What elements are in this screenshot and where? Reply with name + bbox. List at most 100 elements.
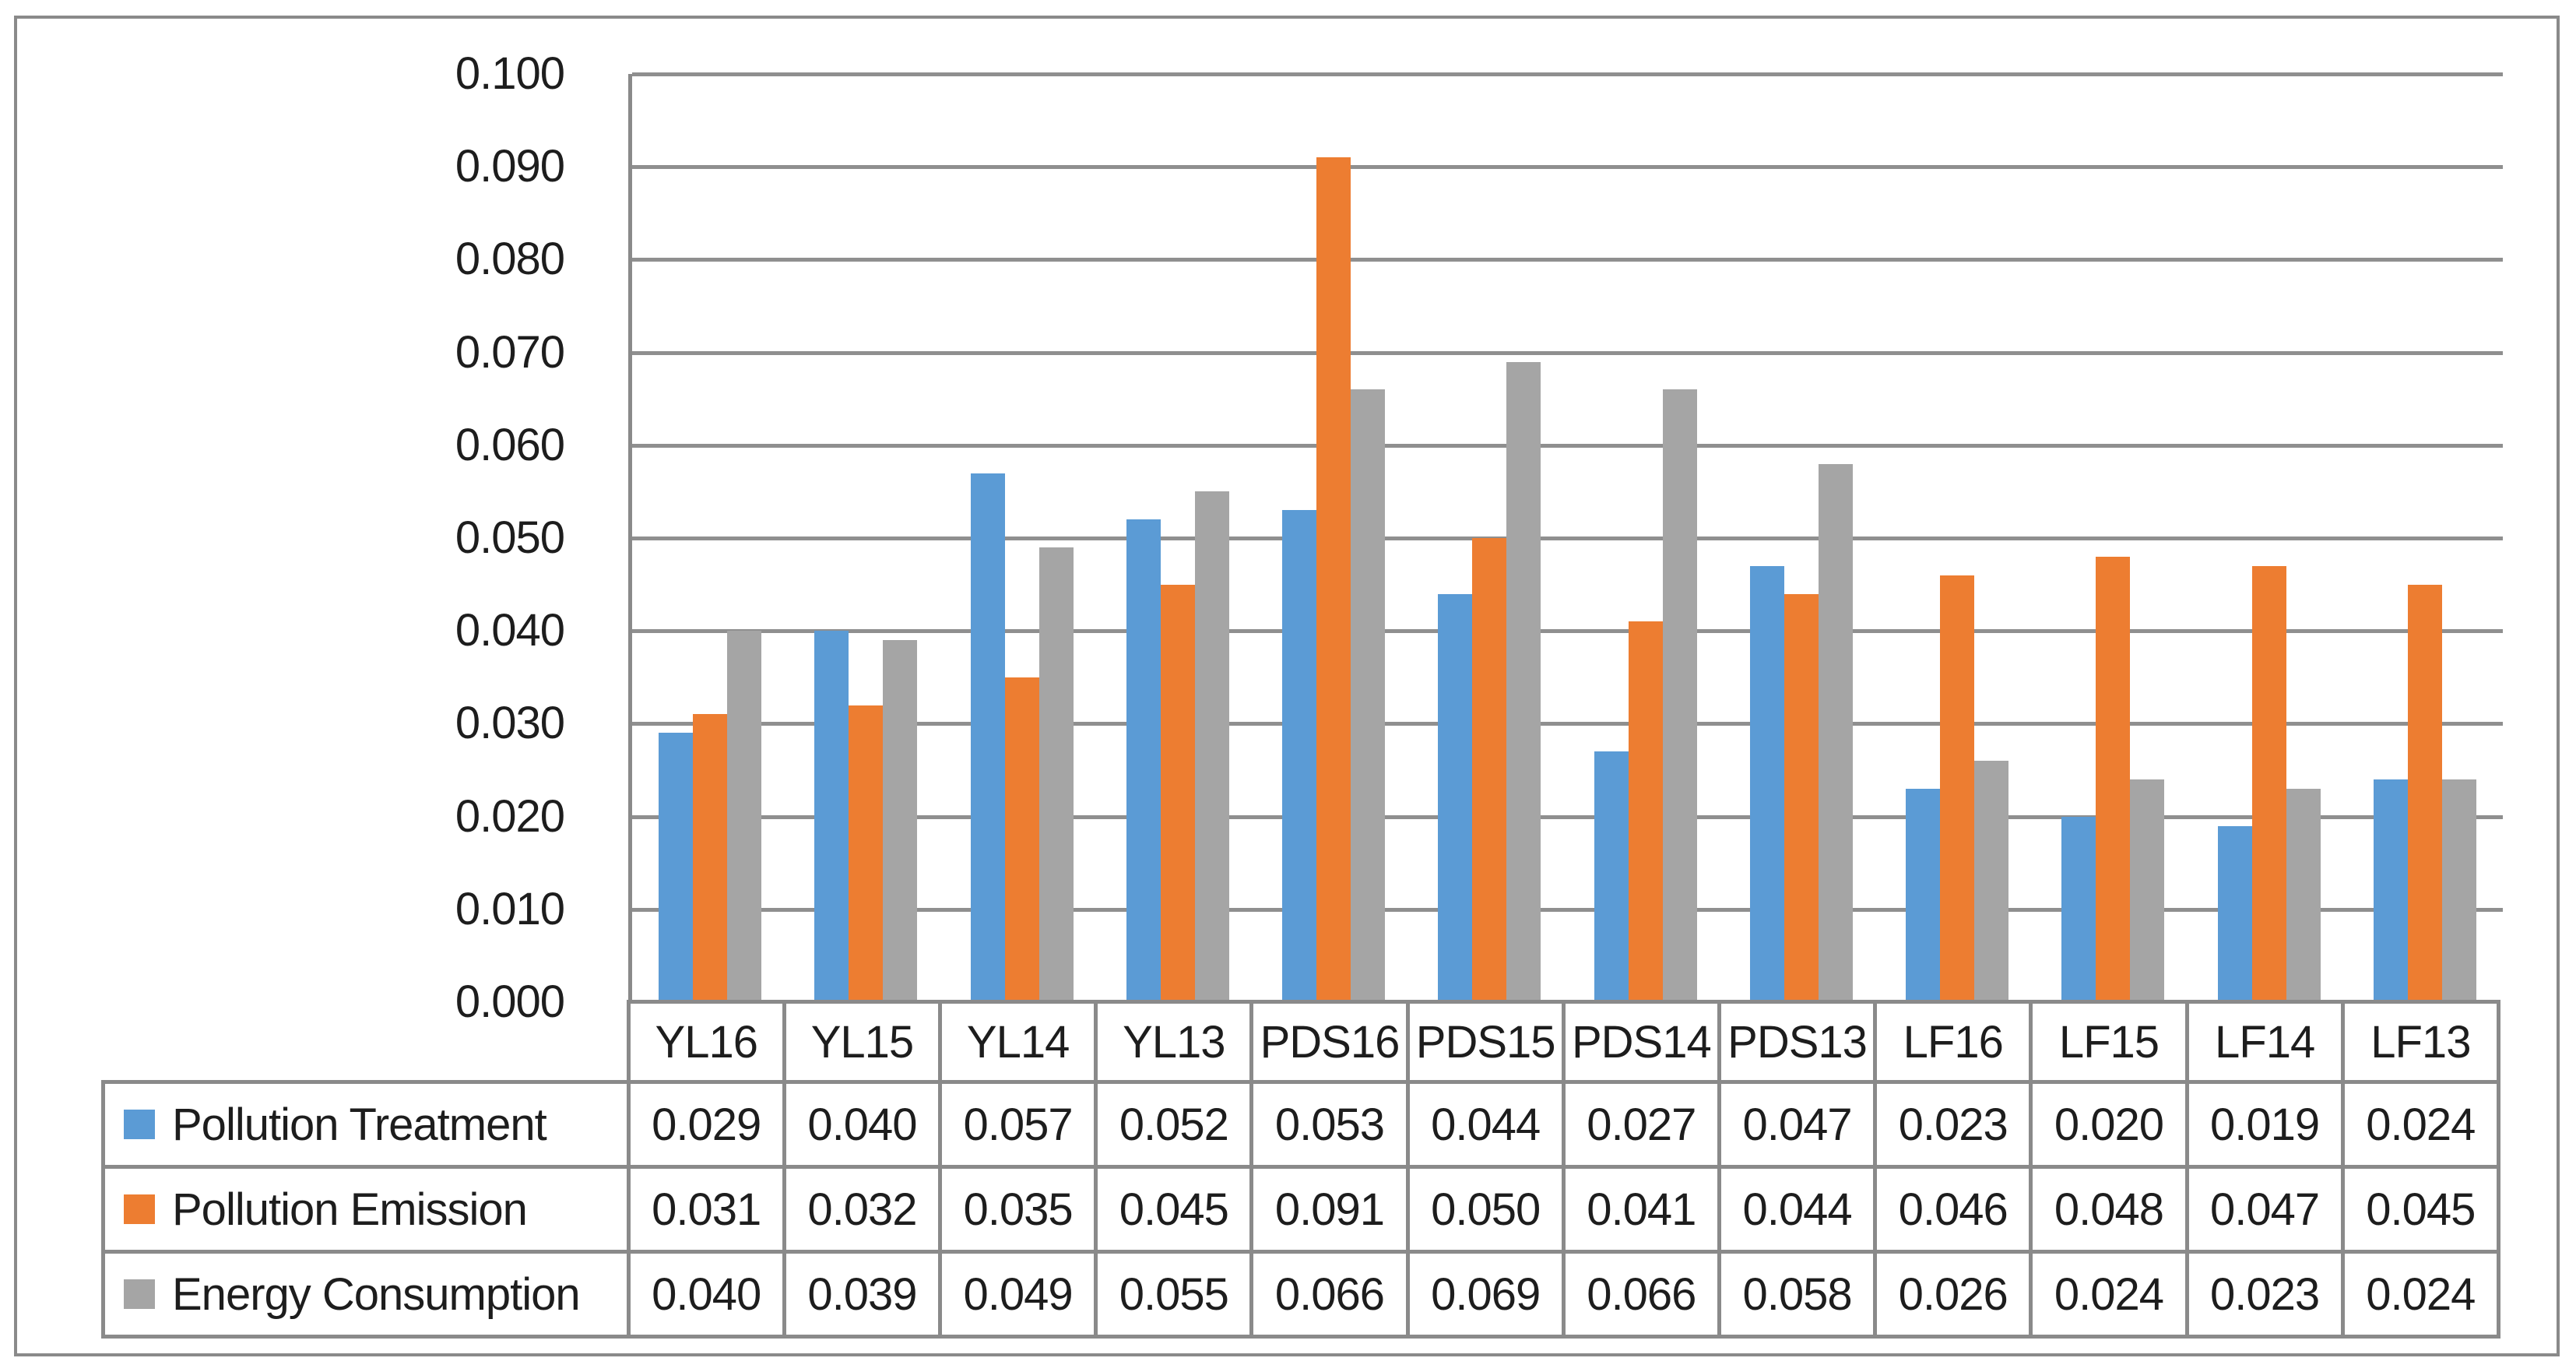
bar-group bbox=[1568, 74, 1724, 1002]
gridline bbox=[632, 629, 2503, 634]
legend-cell: Energy Consumption bbox=[101, 1250, 631, 1339]
value-cell: 0.024 bbox=[2340, 1250, 2501, 1339]
plot-area bbox=[628, 72, 2503, 1002]
value-cell: 0.052 bbox=[1094, 1080, 1254, 1169]
gridline bbox=[632, 907, 2503, 912]
value-cell: 0.050 bbox=[1405, 1165, 1566, 1254]
bar bbox=[1351, 389, 1386, 1002]
gridline bbox=[632, 350, 2503, 355]
legend-cell: Pollution Emission bbox=[101, 1165, 631, 1254]
bar bbox=[2217, 826, 2252, 1002]
value-cell: 0.020 bbox=[2029, 1080, 2189, 1169]
bar bbox=[883, 640, 918, 1002]
bar bbox=[1282, 510, 1317, 1002]
bar bbox=[1160, 585, 1195, 1002]
y-axis-tick-label: 0.060 bbox=[455, 419, 565, 470]
gridline bbox=[632, 814, 2503, 819]
bar bbox=[814, 631, 849, 1002]
bar-group bbox=[1879, 74, 2035, 1002]
value-cell: 0.032 bbox=[782, 1165, 943, 1254]
bar-group bbox=[632, 74, 788, 1002]
gridline bbox=[632, 72, 2503, 76]
value-cell: 0.046 bbox=[1873, 1165, 2033, 1254]
bar-group bbox=[1724, 74, 1879, 1002]
category-header-cell: PDS14 bbox=[1561, 1000, 1721, 1084]
value-cell: 0.045 bbox=[2340, 1165, 2501, 1254]
value-cell: 0.041 bbox=[1561, 1165, 1721, 1254]
gridline bbox=[632, 722, 2503, 726]
category-header-cell: YL16 bbox=[626, 1000, 786, 1084]
value-cell: 0.057 bbox=[938, 1080, 1098, 1169]
category-header-cell: PDS13 bbox=[1717, 1000, 1878, 1084]
value-cell: 0.044 bbox=[1405, 1080, 1566, 1169]
series-name-label: Pollution Emission bbox=[172, 1184, 528, 1235]
table-row: Energy Consumption 0.040 0.039 0.049 0.055 0.… bbox=[101, 1250, 2501, 1339]
value-cell: 0.023 bbox=[1873, 1080, 2033, 1169]
bar-group bbox=[2347, 74, 2503, 1002]
bar-group bbox=[1100, 74, 1256, 1002]
value-cell: 0.055 bbox=[1094, 1250, 1254, 1339]
bar bbox=[2061, 817, 2096, 1002]
value-cell: 0.047 bbox=[1717, 1080, 1878, 1169]
gridline bbox=[632, 165, 2503, 170]
category-header-cell: YL14 bbox=[938, 1000, 1098, 1084]
y-axis-tick-label: 0.000 bbox=[455, 976, 565, 1027]
series-name-label: Pollution Treatment bbox=[172, 1099, 547, 1150]
y-axis-tick-label: 0.020 bbox=[455, 790, 565, 842]
value-cell: 0.069 bbox=[1405, 1250, 1566, 1339]
bar bbox=[1438, 594, 1473, 1002]
series-color-swatch bbox=[124, 1110, 155, 1139]
bar bbox=[1126, 519, 1161, 1002]
bar bbox=[2441, 779, 2476, 1002]
bar bbox=[2373, 779, 2408, 1002]
bar bbox=[849, 705, 884, 1002]
value-cell: 0.058 bbox=[1717, 1250, 1878, 1339]
y-axis-tick-label: 0.090 bbox=[455, 141, 565, 192]
bar-group bbox=[2191, 74, 2347, 1002]
series-name-label: Energy Consumption bbox=[172, 1268, 581, 1320]
value-cell: 0.091 bbox=[1249, 1165, 1410, 1254]
value-cell: 0.040 bbox=[626, 1250, 786, 1339]
bar bbox=[1004, 677, 1039, 1002]
bar bbox=[1749, 566, 1784, 1002]
value-cell: 0.029 bbox=[626, 1080, 786, 1169]
bar bbox=[1594, 751, 1629, 1002]
bar bbox=[1974, 761, 2009, 1002]
y-axis-tick-label: 0.040 bbox=[455, 605, 565, 656]
category-header-cell: LF16 bbox=[1873, 1000, 2033, 1084]
gridline bbox=[632, 536, 2503, 540]
y-axis-tick-label: 0.030 bbox=[455, 698, 565, 749]
table-header-row: YL16 YL15 YL14 YL13 PDS16 PDS15 PDS14 PDS13 LF16… bbox=[104, 1000, 2501, 1084]
category-header-cell: PDS15 bbox=[1405, 1000, 1566, 1084]
value-cell: 0.035 bbox=[938, 1165, 1098, 1254]
value-cell: 0.039 bbox=[782, 1250, 943, 1339]
bar bbox=[2286, 789, 2321, 1002]
bar bbox=[1818, 464, 1853, 1002]
value-cell: 0.024 bbox=[2029, 1250, 2189, 1339]
gridline bbox=[632, 258, 2503, 262]
bar bbox=[693, 714, 728, 1002]
gridline bbox=[632, 443, 2503, 448]
y-axis-tick-label: 0.050 bbox=[455, 512, 565, 563]
category-header-cell: PDS16 bbox=[1249, 1000, 1410, 1084]
bar bbox=[1194, 491, 1229, 1002]
value-cell: 0.066 bbox=[1249, 1250, 1410, 1339]
bar bbox=[1906, 789, 1941, 1002]
category-header-cell: LF14 bbox=[2184, 1000, 2345, 1084]
data-table: YL16 YL15 YL14 YL13 PDS16 PDS15 PDS14 PDS13 LF16… bbox=[101, 1000, 2501, 1339]
category-header-cell: YL15 bbox=[782, 1000, 943, 1084]
bar-group bbox=[944, 74, 1100, 1002]
bar-group bbox=[2035, 74, 2191, 1002]
value-cell: 0.053 bbox=[1249, 1080, 1410, 1169]
value-cell: 0.019 bbox=[2184, 1080, 2345, 1169]
value-cell: 0.027 bbox=[1561, 1080, 1721, 1169]
bar bbox=[2096, 557, 2131, 1002]
bar bbox=[1784, 594, 1819, 1002]
bar bbox=[2407, 585, 2442, 1002]
y-axis-tick-label: 0.100 bbox=[455, 48, 565, 99]
table-row: Pollution Treatment 0.029 0.040 0.057 0.052 0… bbox=[101, 1080, 2501, 1169]
bar-group bbox=[1256, 74, 1411, 1002]
y-axis-tick-label: 0.010 bbox=[455, 883, 565, 934]
bar bbox=[1316, 157, 1351, 1002]
